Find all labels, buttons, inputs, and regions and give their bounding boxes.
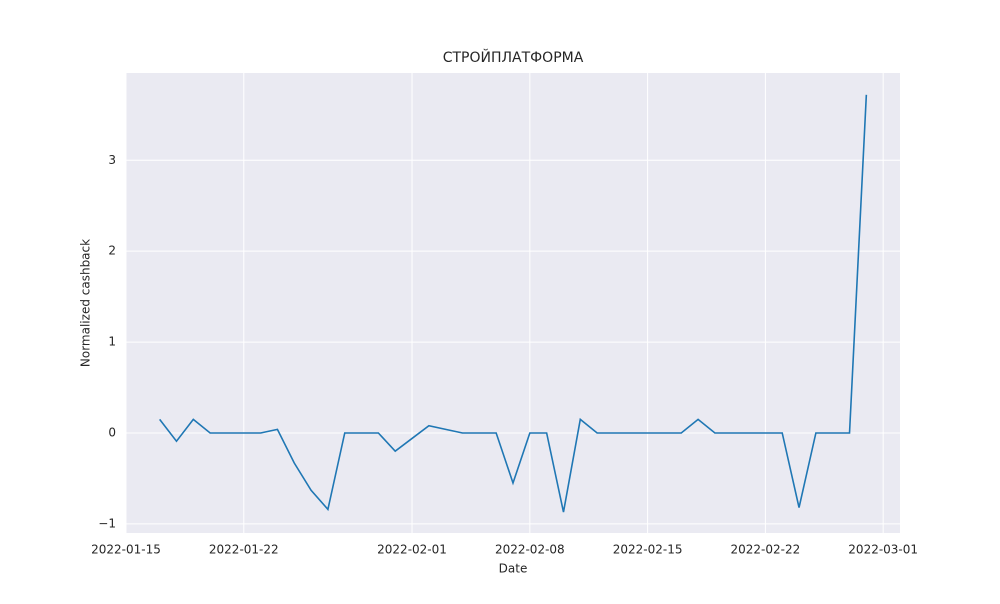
x-tick-label: 2022-01-15: [91, 543, 161, 557]
x-tick-label: 2022-01-22: [209, 543, 279, 557]
y-axis-label: Normalized cashback: [79, 239, 93, 367]
x-tick-label: 2022-02-01: [377, 543, 447, 557]
x-tick-label: 2022-03-01: [848, 543, 918, 557]
y-tick-label: −1: [98, 516, 116, 530]
plot-area: [126, 73, 900, 533]
x-axis-label: Date: [499, 562, 528, 576]
y-tick-label: 3: [108, 153, 116, 167]
data-line: [159, 94, 868, 513]
x-tick-label: 2022-02-15: [613, 543, 683, 557]
x-tick-label: 2022-02-22: [731, 543, 801, 557]
y-tick-label: 0: [108, 426, 116, 440]
y-tick-label: 2: [108, 244, 116, 258]
chart-title: СТРОЙПЛАТФОРМА: [443, 48, 584, 66]
y-tick-label: 1: [108, 335, 116, 349]
x-tick-label: 2022-02-08: [495, 543, 565, 557]
